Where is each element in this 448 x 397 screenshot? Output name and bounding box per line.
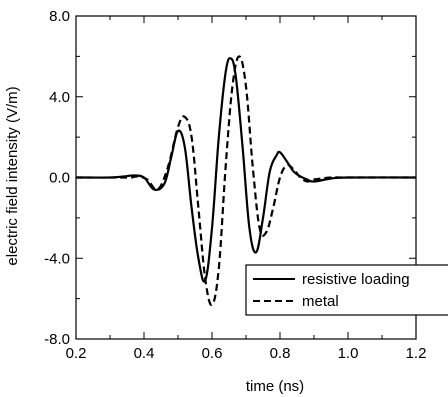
x-tick-label: 0.8 (270, 345, 291, 362)
x-tick-label: 1.0 (338, 345, 359, 362)
x-axis-label: time (ns) (246, 378, 304, 395)
x-tick-label: 0.4 (134, 345, 155, 362)
y-tick-label: 0.0 (49, 170, 70, 187)
y-tick-label: -4.0 (44, 250, 70, 267)
y-tick-label: 4.0 (49, 89, 70, 106)
legend-label-metal: metal (302, 293, 339, 310)
legend: resistive loading metal (246, 265, 448, 315)
y-axis-label: electric field intensity (V/m) (4, 86, 21, 265)
y-tick-label: -8.0 (44, 331, 70, 348)
x-tick-label: 1.2 (406, 345, 427, 362)
y-tick-label: 8.0 (49, 8, 70, 25)
series-line-resistive-loading (76, 58, 416, 281)
legend-label-resistive-loading: resistive loading (302, 271, 410, 288)
x-tick-label: 0.6 (202, 345, 223, 362)
